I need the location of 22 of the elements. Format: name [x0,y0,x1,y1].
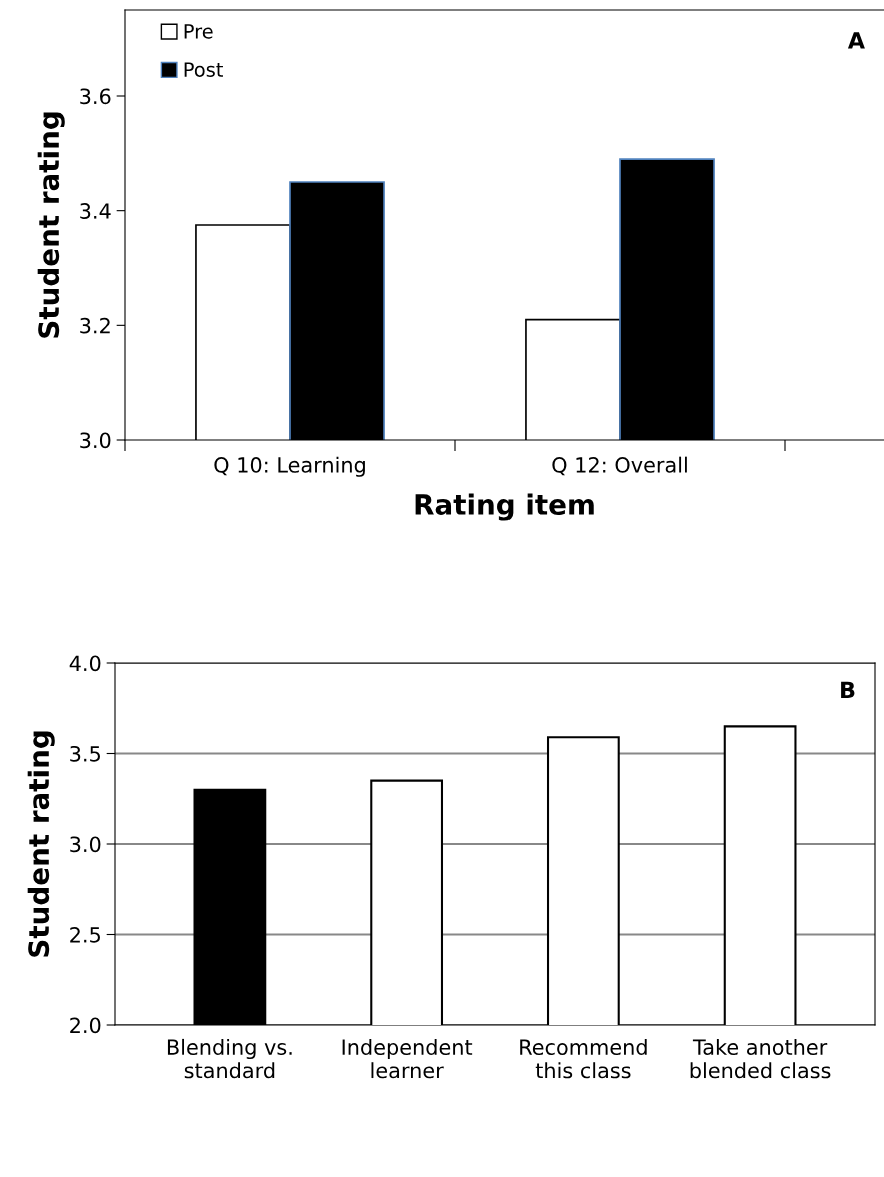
x-tick-label: Q 10: Learning [214,456,365,477]
annotation: B [841,681,855,698]
y-tick-label: 3.4 [80,203,111,219]
x-tick-label: Independent learner [342,1038,473,1079]
x-tick-label: Q 12: Overall [552,456,687,476]
y-tick-label: 3.2 [80,317,110,334]
x-tick-label: Blending vs. standard [167,1038,292,1079]
y-tick-label: 3.6 [80,88,111,105]
x-tick-label: Recommend this class [520,1038,647,1079]
y-tick-label: 2.5 [70,926,100,943]
y-tick-label: 3.0 [80,432,111,449]
y-tick-label: 3.0 [70,836,101,853]
legend-label: Post [184,62,223,77]
y-tick-label: 3.5 [70,745,100,762]
legend-label: Pre [184,24,213,39]
annotation: A [847,32,865,49]
x-axis-title: Rating item [415,493,594,521]
y-tick-label: 4.0 [69,655,101,672]
y-tick-label: 2.0 [70,1017,101,1034]
x-tick-label: Take another blended class [690,1038,831,1079]
y-axis-title: Student rating [27,731,55,957]
y-axis-title: Student rating [37,112,65,338]
